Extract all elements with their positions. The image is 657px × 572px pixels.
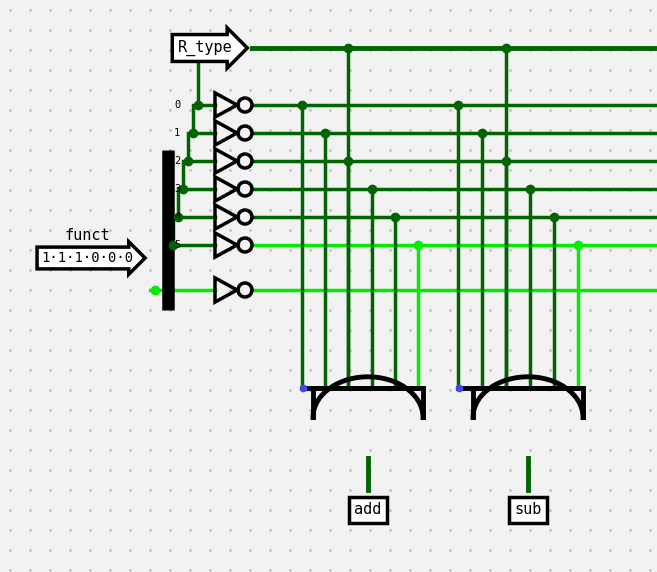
Text: 4: 4	[174, 212, 180, 222]
Text: 5: 5	[174, 240, 180, 250]
Text: 2: 2	[174, 156, 180, 166]
Text: 3: 3	[174, 184, 180, 194]
Text: sub: sub	[514, 502, 541, 518]
Text: add: add	[354, 502, 382, 518]
Text: 1: 1	[174, 128, 180, 138]
Text: 0: 0	[174, 100, 180, 110]
Text: funct: funct	[64, 228, 110, 243]
Text: R_type: R_type	[177, 40, 233, 56]
Text: 1·1·1·0·0·0: 1·1·1·0·0·0	[41, 251, 133, 265]
